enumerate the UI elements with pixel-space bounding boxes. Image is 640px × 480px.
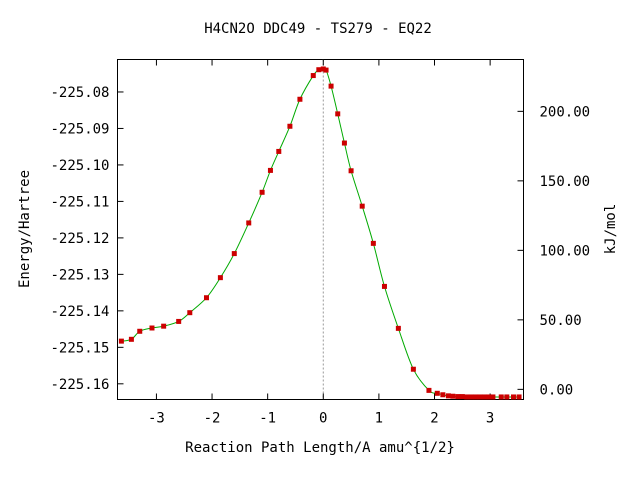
- data-point: [316, 67, 322, 73]
- energy-curve: [121, 67, 520, 398]
- x-tick-label: 2: [430, 411, 438, 427]
- data-point: [459, 394, 465, 400]
- y2-axis-label: kJ/mol: [603, 204, 619, 255]
- data-point: [217, 275, 223, 281]
- data-point: [323, 67, 329, 73]
- data-point: [482, 394, 488, 400]
- y2-tick-label: 50.00: [540, 313, 582, 329]
- data-point: [490, 394, 496, 400]
- data-point: [310, 73, 316, 79]
- data-point: [348, 168, 354, 174]
- data-point: [434, 390, 440, 396]
- data-point: [510, 394, 516, 400]
- data-point: [335, 111, 341, 117]
- y-tick-label: -225.15: [50, 340, 109, 356]
- y-tick-label: -225.08: [50, 85, 109, 101]
- data-point: [468, 394, 474, 400]
- marker-layer: [118, 66, 522, 400]
- y-tick-label: -225.09: [50, 121, 109, 137]
- data-point: [231, 251, 237, 257]
- y2-tick-label: 0.00: [540, 382, 574, 398]
- data-point: [395, 325, 401, 331]
- data-point: [137, 328, 143, 334]
- y2-tick-label: 100.00: [540, 243, 591, 259]
- x-tick-label: -3: [148, 411, 165, 427]
- data-point: [128, 336, 134, 342]
- data-point: [297, 96, 303, 102]
- y-tick-label: -225.12: [50, 231, 109, 247]
- data-point: [259, 189, 265, 195]
- data-point: [320, 66, 326, 72]
- data-point: [149, 325, 155, 331]
- data-point: [176, 318, 182, 324]
- data-point: [504, 394, 510, 400]
- chart-title: H4CN2O DDC49 - TS279 - EQ22: [204, 21, 432, 37]
- data-point: [161, 323, 167, 329]
- data-point: [486, 394, 492, 400]
- y-tick-label: -225.16: [50, 377, 109, 393]
- plot-frame: [117, 59, 524, 400]
- y-tick-label: -225.11: [50, 194, 109, 210]
- x-tick-label: -2: [204, 411, 221, 427]
- data-point: [118, 338, 124, 344]
- data-point: [203, 295, 209, 301]
- data-point: [464, 394, 470, 400]
- x-axis-label: Reaction Path Length/A amu^{1/2}: [185, 440, 455, 456]
- x-tick-label: 0: [319, 411, 327, 427]
- x-axis: -3 -2 -1 0 1 2 3: [148, 59, 494, 427]
- y-axis-label: Energy/Hartree: [17, 170, 33, 288]
- y-tick-label: -225.14: [50, 304, 109, 320]
- x-tick-label: 3: [486, 411, 494, 427]
- data-point: [341, 140, 347, 146]
- data-point: [445, 393, 451, 399]
- y-tick-label: -225.13: [50, 267, 109, 283]
- y-axis-right: 0.00 50.00 100.00 150.00 200.00: [517, 104, 591, 398]
- data-point: [473, 394, 479, 400]
- data-point: [359, 203, 365, 209]
- data-point: [477, 394, 483, 400]
- y-tick-label: -225.10: [50, 158, 109, 174]
- data-point: [440, 392, 446, 398]
- y2-tick-label: 150.00: [540, 174, 591, 190]
- data-point: [426, 387, 432, 393]
- data-point: [455, 394, 461, 400]
- data-point: [187, 310, 193, 316]
- data-point: [370, 240, 376, 246]
- data-point: [450, 393, 456, 399]
- y-axis-left: -225.08 -225.09 -225.10 -225.11 -225.12 -225.…: [50, 85, 124, 393]
- curve-layer: [121, 67, 520, 398]
- data-point: [410, 366, 416, 372]
- y2-tick-label: 200.00: [540, 104, 591, 120]
- data-point: [276, 148, 282, 154]
- data-point: [498, 394, 504, 400]
- x-tick-label: 1: [375, 411, 383, 427]
- x-tick-label: -1: [259, 411, 276, 427]
- data-point: [328, 83, 334, 89]
- data-point: [267, 167, 273, 173]
- data-point: [246, 220, 252, 226]
- data-point: [287, 123, 293, 129]
- data-point: [381, 283, 387, 289]
- data-point: [516, 394, 522, 400]
